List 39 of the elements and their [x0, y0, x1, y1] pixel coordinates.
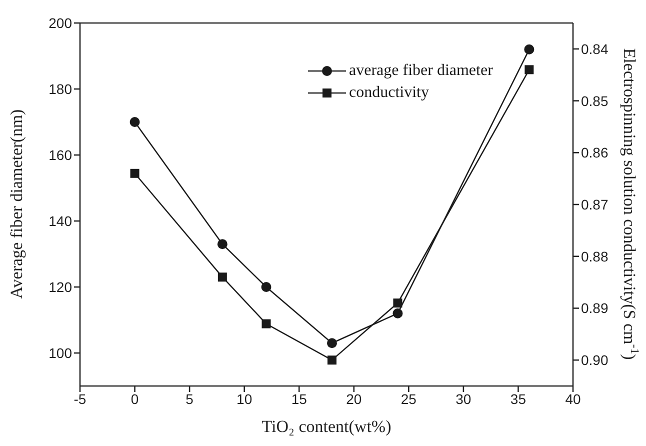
y2-tick-label: 0.86: [581, 144, 608, 161]
point: [130, 117, 140, 127]
y-tick-label: 200: [48, 14, 72, 31]
legend-label: conductivity: [349, 83, 429, 103]
x-tick-label: 30: [456, 390, 472, 407]
point: [524, 65, 534, 74]
y-tick-label: 160: [48, 146, 72, 163]
x-tick-label: 0: [130, 390, 139, 407]
y2-tick-label: 0.88: [581, 248, 608, 264]
x-tick-label: 15: [291, 390, 308, 407]
x-tick-label: 5: [186, 390, 194, 407]
x-tick-label: -5: [74, 390, 86, 407]
y-tick-label: 100: [48, 344, 72, 361]
x-tick-label: 20: [346, 390, 362, 407]
point: [392, 308, 403, 318]
point: [261, 282, 272, 292]
point: [262, 319, 271, 328]
y2-tick-label: 0.85: [581, 92, 608, 109]
point: [524, 44, 534, 54]
x-tick-label: 40: [565, 390, 581, 407]
y-axis-title: Average fiber diameter(nm): [7, 109, 26, 299]
x-tick-label: 10: [236, 390, 252, 407]
point: [327, 356, 336, 365]
point: [130, 168, 140, 178]
legend-label: average fiber diameter: [349, 61, 493, 81]
point: [393, 298, 402, 308]
point: [217, 239, 228, 250]
y2-tick-label: 0.84: [581, 40, 608, 57]
y-tick-label: 140: [48, 212, 72, 229]
y2-tick-label: 0.89: [581, 300, 608, 316]
point: [326, 338, 337, 348]
y-tick-label: 120: [48, 278, 72, 295]
x-tick-label: 35: [510, 390, 526, 407]
point: [218, 272, 227, 282]
y2-tick-label: 0.90: [581, 352, 608, 368]
y2-tick-label: 0.87: [581, 196, 608, 212]
y-tick-label: 180: [48, 80, 72, 97]
x-tick-label: 25: [400, 390, 417, 407]
x-axis-title: TiO₂ content(wt%): [262, 417, 392, 436]
